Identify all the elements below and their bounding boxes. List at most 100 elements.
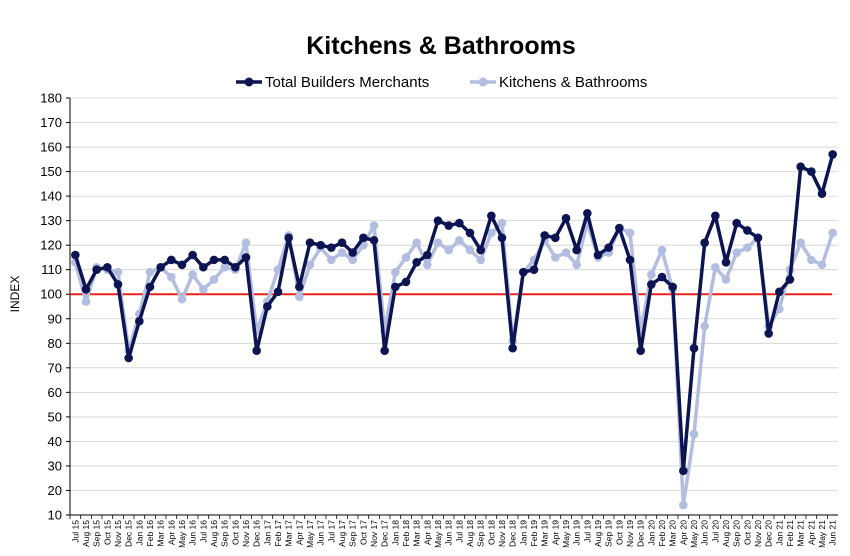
x-tick-label: Oct 17 (358, 520, 368, 545)
data-point (284, 233, 293, 243)
chart-title: Kitchens & Bathrooms (306, 32, 575, 60)
x-tick-label: Mar 20 (668, 520, 678, 547)
y-tick-label: 120 (40, 238, 62, 253)
x-tick-label: May 20 (689, 520, 699, 548)
data-point (81, 297, 91, 306)
data-point (444, 245, 453, 255)
x-tick-label: Jan 19 (518, 520, 528, 546)
data-point (615, 223, 624, 233)
x-tick-label: Aug 19 (593, 520, 603, 547)
x-tick-label: Jan 21 (774, 520, 784, 546)
x-tick-label: Aug 17 (337, 520, 347, 547)
data-point (241, 238, 251, 248)
data-point (636, 346, 645, 355)
data-point (209, 255, 219, 265)
x-tick-label: Aug 16 (209, 520, 219, 547)
data-point (199, 285, 208, 294)
data-point (263, 302, 272, 311)
data-point (401, 277, 411, 287)
data-point (689, 343, 699, 353)
y-tick-label: 50 (48, 409, 62, 424)
x-tick-label: Jul 15 (70, 520, 80, 543)
data-point (177, 260, 187, 270)
data-point (732, 248, 741, 257)
x-tick-label: Nov 16 (241, 520, 251, 547)
data-point (113, 267, 123, 277)
x-tick-label: Aug 18 (465, 520, 475, 547)
x-tick-label: Oct 15 (102, 520, 112, 545)
x-tick-label: Nov 15 (113, 520, 123, 547)
data-point (497, 218, 507, 228)
data-point (796, 162, 805, 171)
x-tick-label: Jun 17 (316, 520, 326, 546)
data-point (337, 248, 347, 257)
x-tick-label: Mar 21 (796, 520, 806, 547)
data-point (689, 429, 699, 439)
x-tick-label: Feb 21 (785, 520, 795, 547)
x-tick-label: Jun 16 (188, 520, 198, 546)
x-tick-label: Apr 17 (294, 520, 304, 545)
data-point (188, 270, 197, 279)
data-point (380, 346, 389, 355)
data-point (273, 287, 283, 297)
x-tick-label: Mar 19 (540, 520, 550, 547)
data-point (572, 245, 581, 255)
data-point (647, 270, 656, 279)
x-tick-label: Jan 17 (262, 520, 272, 546)
data-point (433, 238, 443, 248)
y-tick-label: 160 (40, 140, 62, 155)
y-tick-label: 100 (40, 287, 62, 302)
x-tick-label: Sep 20 (732, 520, 742, 547)
data-point (519, 267, 528, 277)
data-point (241, 253, 251, 262)
y-tick-label: 20 (48, 483, 62, 498)
x-tick-label: Oct 18 (486, 520, 496, 545)
x-tick-label: Oct 19 (614, 520, 624, 545)
y-tick-label: 10 (48, 508, 62, 523)
data-point (561, 248, 571, 257)
data-point (412, 238, 421, 248)
x-tick-label: Mar 17 (284, 520, 294, 547)
data-point (391, 267, 400, 277)
data-point (412, 258, 421, 267)
data-point (604, 243, 613, 252)
data-point (369, 221, 379, 230)
x-tick-label: Jan 16 (134, 520, 144, 546)
data-point (92, 265, 101, 275)
x-tick-label: Oct 20 (742, 520, 752, 545)
data-point (647, 280, 656, 289)
data-point (167, 255, 176, 265)
data-point (711, 262, 720, 272)
x-tick-label: May 19 (561, 520, 571, 548)
y-tick-label: 140 (40, 189, 62, 204)
data-point (487, 228, 496, 238)
x-tick-label: Sep 15 (92, 520, 102, 547)
x-tick-label: Sep 16 (220, 520, 230, 547)
data-point (337, 238, 347, 248)
data-point (305, 260, 315, 270)
data-point (721, 258, 731, 267)
x-tick-label: Aug 15 (81, 520, 91, 547)
x-tick-label: Feb 20 (657, 520, 667, 547)
x-tick-label: Nov 17 (369, 520, 379, 547)
x-tick-label: Jun 20 (700, 520, 710, 546)
x-tick-label: Dec 17 (380, 520, 390, 547)
data-point (135, 316, 144, 326)
data-point (743, 226, 752, 235)
y-axis-label: INDEX (8, 276, 22, 313)
data-point (828, 228, 837, 238)
x-tick-label: Nov 19 (625, 520, 635, 547)
data-point (177, 294, 187, 304)
series-layer (71, 150, 837, 510)
data-point (508, 343, 517, 353)
data-point (551, 253, 560, 262)
data-point (721, 275, 731, 284)
data-point (295, 292, 304, 301)
x-tick-label: May 16 (177, 520, 187, 548)
data-point (764, 329, 773, 338)
series-total-builders-merchants (71, 150, 837, 476)
data-point (657, 245, 667, 255)
data-point (113, 280, 123, 289)
data-point (273, 265, 283, 275)
